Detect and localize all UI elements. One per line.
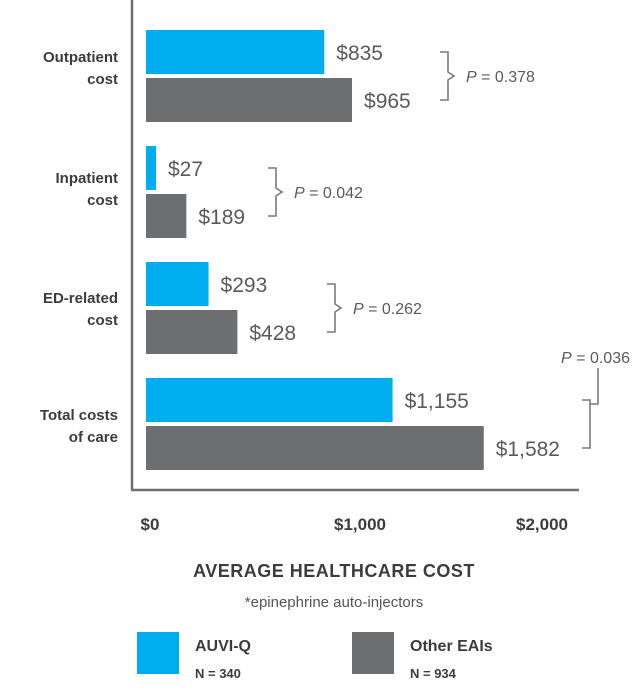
p-value-label: P = 0.262 [353,301,422,318]
bar [146,426,484,470]
legend-sample-auvi-q: N = 340 [195,666,241,681]
data-label: $189 [198,206,245,229]
data-label: $1,155 [405,390,469,413]
bar [146,146,156,190]
y-category-label: cost [87,192,118,209]
y-category-label: ED-related [43,290,118,307]
data-label: $1,582 [496,438,560,461]
p-value-bracket [440,51,456,101]
legend-swatch-auvi-q [137,632,179,674]
data-label: $27 [168,158,203,181]
p-value-label: P = 0.036 [561,350,630,367]
x-tick-label: $0 [141,515,160,534]
p-value-bracket [327,283,343,333]
p-value-label: P = 0.378 [466,69,535,86]
p-value-label: P = 0.042 [294,185,363,202]
legend-label-auvi-q: AUVI-Q [195,638,251,655]
bar-chart: $0 $1,000 $2,000 Outpatient cost $835 $965 P = … [40,0,630,534]
bar [146,310,238,354]
x-axis-title: AVERAGE HEALTHCARE COST [193,561,475,581]
footnote: *epinephrine auto-injectors [244,594,424,611]
data-label: $293 [221,274,268,297]
legend-sample-other-eais: N = 934 [410,666,456,681]
y-category-label: of care [69,429,118,446]
data-label: $428 [249,322,296,345]
bar [146,378,393,422]
x-tick-label: $1,000 [334,515,386,534]
legend-swatch-other-eais [352,632,394,674]
y-category-label: Total costs [40,407,118,424]
y-category-label: Inpatient [56,170,119,187]
p-value-bracket [582,399,591,449]
bar [146,194,187,238]
y-category-label: Outpatient [43,49,118,66]
bar [146,78,353,122]
data-label: $965 [364,90,411,113]
p-value-bracket [268,167,284,217]
bar [146,30,325,74]
p-value-bracket-leader [590,368,599,405]
y-category-label: cost [87,71,118,88]
legend-label-other-eais: Other EAIs [410,638,493,655]
y-category-label: cost [87,312,118,329]
bar [146,262,209,306]
x-tick-label: $2,000 [516,515,568,534]
data-label: $835 [336,42,383,65]
